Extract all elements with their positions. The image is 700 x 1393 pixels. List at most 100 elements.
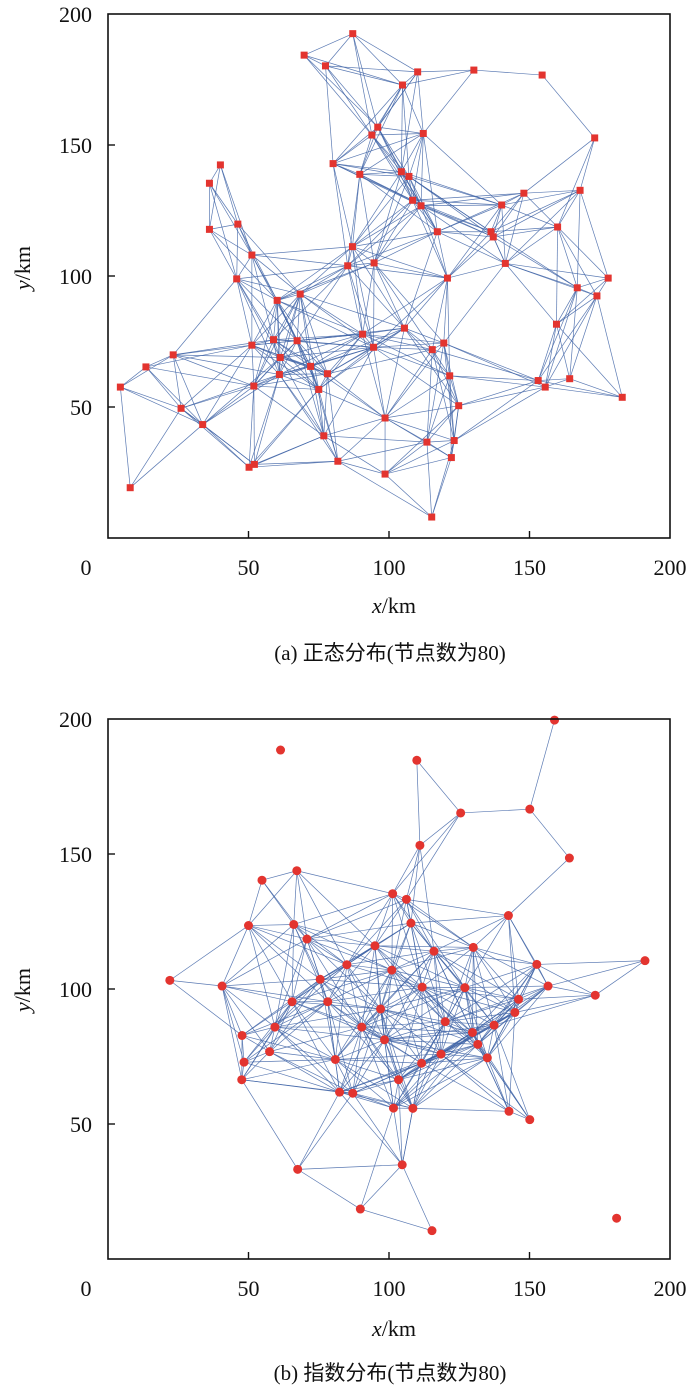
edge-line (352, 246, 363, 335)
edge-line (536, 960, 646, 965)
node-marker (302, 934, 312, 944)
edge-line (359, 174, 375, 263)
edge-line (347, 265, 448, 279)
edge-line (236, 278, 278, 301)
edge-line (393, 1063, 422, 1109)
edge-line (297, 1169, 361, 1210)
edge-line (454, 386, 546, 441)
x-axis-var: x (371, 1316, 382, 1341)
node-marker (397, 1160, 407, 1170)
edge-line (557, 190, 581, 228)
edge-line (391, 899, 407, 971)
edge-line (306, 938, 375, 947)
node-marker (370, 259, 378, 267)
node-marker (541, 383, 549, 391)
edge-line (145, 354, 174, 368)
edge-line (120, 354, 174, 388)
edge-line (209, 183, 238, 279)
edge-line (222, 985, 293, 1003)
edge-line (254, 389, 320, 465)
edge-line (319, 979, 336, 1060)
node-marker (323, 997, 333, 1007)
x-axis-unit: /km (382, 593, 416, 618)
edge-line (404, 327, 450, 377)
edge-line (596, 295, 623, 398)
edge-line (408, 176, 413, 201)
edge-line (297, 1164, 403, 1170)
node-marker (265, 1047, 275, 1057)
node-marker (315, 385, 323, 393)
edge-line (274, 1026, 336, 1060)
edge-line (440, 1053, 530, 1120)
edge-line (557, 137, 596, 228)
edge-line (237, 223, 301, 295)
edge-line (432, 349, 539, 381)
edge-line (544, 287, 578, 388)
edge-line (547, 960, 646, 987)
edge-line (449, 375, 539, 381)
edge-line (221, 924, 294, 987)
edge-line (325, 65, 418, 73)
edge-line (346, 964, 423, 988)
node-marker (356, 170, 364, 178)
node-marker (323, 370, 331, 378)
edge-line (236, 254, 253, 280)
edge-line (335, 1059, 414, 1109)
edge-line (304, 54, 403, 86)
node-marker (514, 994, 524, 1004)
node-marker (233, 275, 241, 283)
edge-line (303, 54, 373, 136)
node-marker (199, 421, 207, 429)
edge-line (490, 190, 581, 233)
node-marker (334, 457, 342, 465)
edge-line (426, 442, 433, 518)
edge-line (279, 293, 301, 375)
edge-line (373, 346, 459, 406)
edge-line (391, 969, 442, 1055)
edge-line (391, 969, 473, 1033)
node-marker (640, 956, 650, 966)
edge-line (241, 978, 321, 1036)
node-marker (576, 186, 584, 194)
edge-line (421, 1062, 510, 1112)
node-marker (381, 470, 389, 478)
x-axis-label: x/km (371, 1316, 416, 1341)
edge-line (292, 1001, 381, 1010)
edge-line (493, 190, 581, 238)
node-marker (239, 1057, 249, 1067)
edge-line (443, 342, 546, 388)
edge-line (477, 964, 538, 1045)
edge-line (296, 294, 301, 341)
edge-line (209, 183, 239, 225)
edge-line (421, 1057, 488, 1064)
edge-line (248, 925, 293, 1002)
edge-line (222, 985, 328, 1003)
edge-line (280, 357, 319, 390)
node-marker (429, 946, 439, 956)
node-marker (169, 351, 177, 359)
edge-line (569, 295, 598, 379)
edge-line (352, 33, 418, 73)
node-marker (320, 432, 328, 440)
edge-line (472, 947, 474, 1033)
node-marker (482, 1053, 492, 1063)
edge-line (248, 925, 321, 980)
edge-line (129, 408, 182, 488)
edge-line (327, 969, 392, 1003)
node-marker (591, 134, 599, 142)
edge-line (384, 987, 466, 1041)
edge-line (221, 985, 276, 1028)
edge-line (412, 199, 502, 206)
edge-line (412, 1107, 509, 1112)
edge-line (361, 1021, 446, 1028)
edge-line (374, 945, 423, 988)
edge-line (398, 1079, 403, 1165)
edge-line (274, 979, 321, 1028)
node-marker (503, 911, 513, 921)
edge-line (318, 389, 325, 436)
x-tick-label: 200 (654, 1276, 687, 1301)
x-axis-var: x (371, 593, 382, 618)
edge-line (279, 374, 325, 437)
edge-line (464, 915, 509, 988)
node-marker (554, 223, 562, 231)
